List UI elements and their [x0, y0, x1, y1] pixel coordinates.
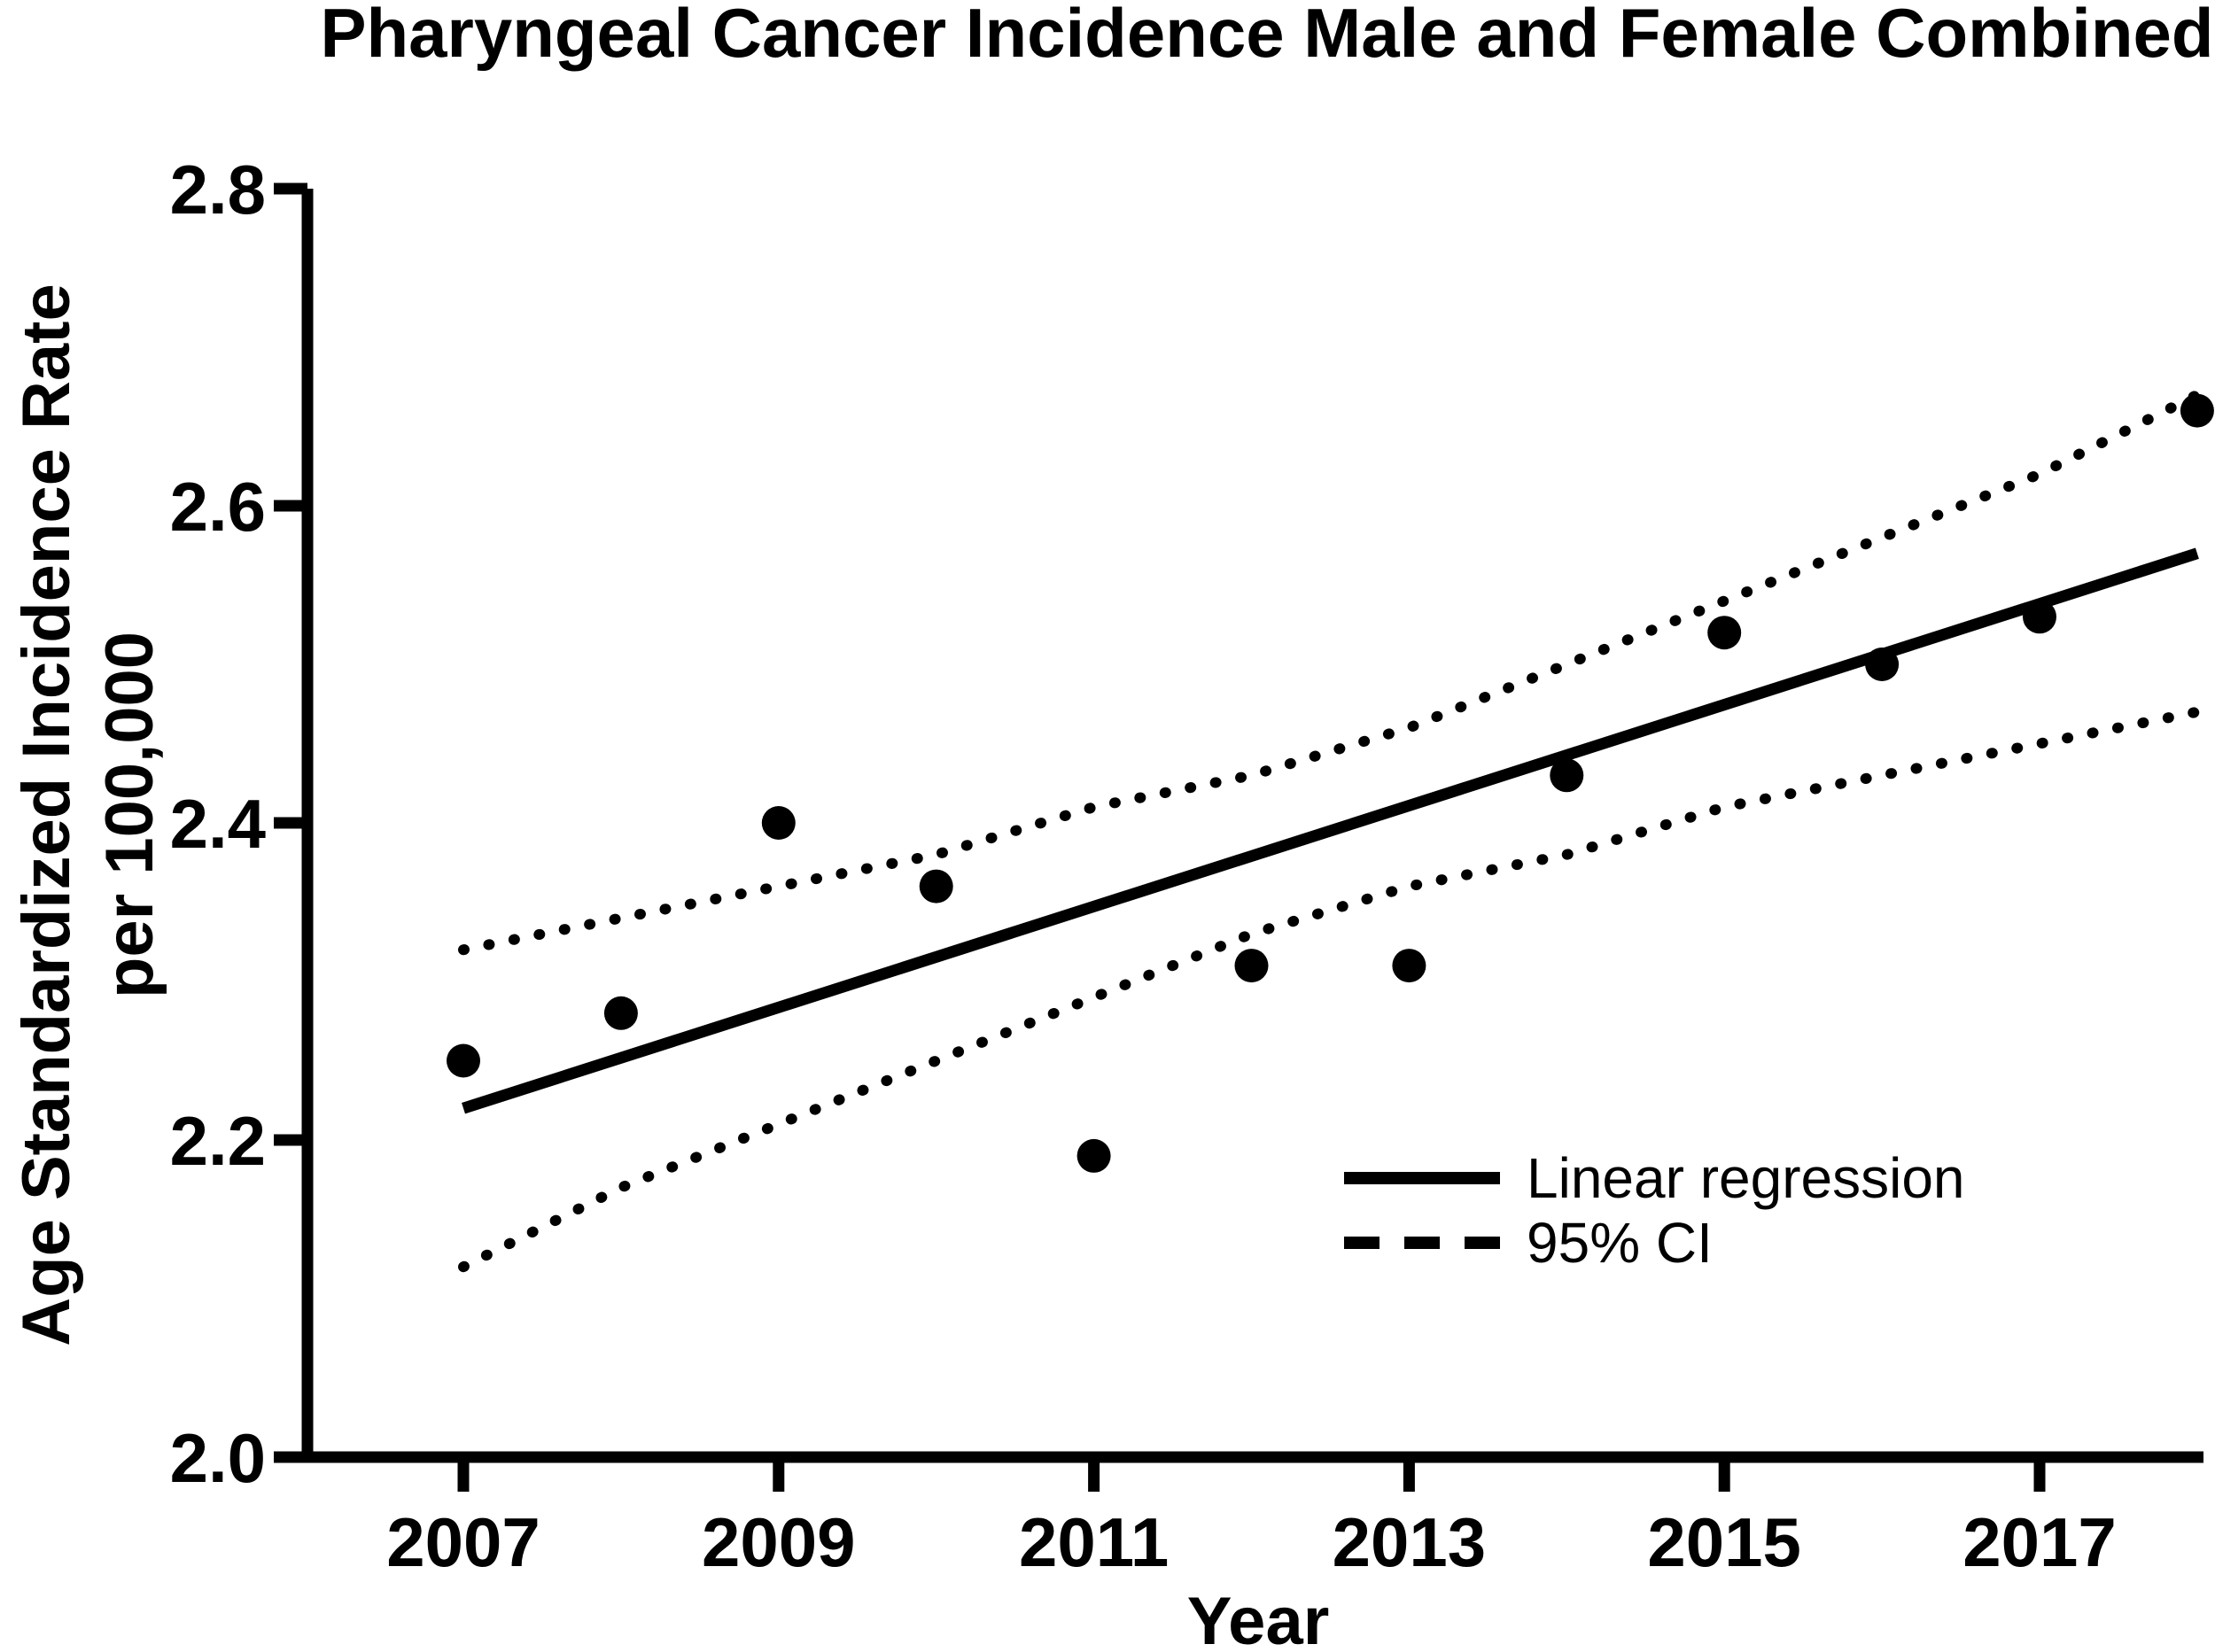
data-point-2010: [919, 869, 953, 904]
x-tick-label: 2009: [702, 1503, 856, 1581]
data-point-2013: [1392, 949, 1426, 983]
x-tick-label: 2015: [1647, 1503, 1801, 1581]
legend: Linear regression 95% CI: [1344, 1146, 1965, 1275]
y-tick-label: 2.8: [170, 151, 266, 229]
data-point-2008: [603, 996, 638, 1030]
data-point-2012: [1234, 949, 1269, 983]
data-point-2011: [1076, 1138, 1111, 1173]
y-axis-label-line1: Age Standardized Incidence Rate: [9, 283, 84, 1346]
ci-upper-dotted-line: [458, 389, 2203, 956]
data-point-2007: [447, 1043, 480, 1078]
data-point-2018: [2180, 393, 2214, 428]
data-point-2017: [2023, 600, 2056, 634]
data-point-2014: [1550, 758, 1584, 793]
y-axis-label-line2: per 100,000: [92, 632, 167, 998]
data-point-2015: [1707, 616, 1742, 650]
chart-title: Pharyngeal Cancer Incidence Male and Fem…: [320, 0, 2213, 72]
x-tick-label: 2013: [1333, 1503, 1487, 1581]
x-axis-label: Year: [1187, 1584, 1330, 1652]
plot-area: 2.0 2.2 2.4 2.6 2.8 2007 2009 2011 2013 2015 2017: [170, 151, 2214, 1581]
linear-regression-line: [462, 547, 2199, 1114]
data-point-2009: [761, 806, 796, 840]
x-tick-label: 2017: [1962, 1503, 2117, 1581]
legend-linear-regression-label: Linear regression: [1527, 1146, 1965, 1210]
y-tick-label: 2.6: [170, 468, 266, 546]
data-point-2016: [1865, 648, 1900, 681]
legend-95ci-label: 95% CI: [1527, 1211, 1713, 1275]
x-tick-label: 2011: [1019, 1503, 1169, 1581]
y-tick-label: 2.0: [170, 1419, 266, 1497]
y-tick-label: 2.4: [170, 785, 266, 863]
y-tick-label: 2.2: [170, 1102, 266, 1180]
x-tick-label: 2007: [386, 1503, 540, 1581]
